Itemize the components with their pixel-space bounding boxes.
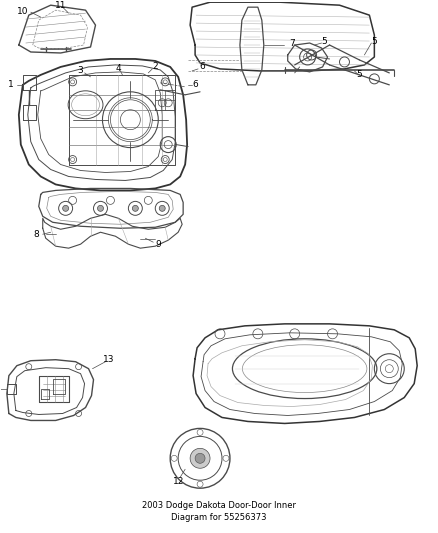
Text: Diagram for 55256373: Diagram for 55256373 (171, 513, 267, 522)
Circle shape (195, 454, 205, 463)
Text: 3: 3 (78, 67, 84, 75)
Text: 13: 13 (102, 355, 114, 364)
Circle shape (98, 205, 103, 211)
Text: 6: 6 (199, 62, 205, 71)
Circle shape (159, 205, 165, 211)
Circle shape (63, 205, 69, 211)
Text: 7: 7 (289, 38, 295, 47)
Circle shape (132, 205, 138, 211)
Text: 10: 10 (17, 6, 28, 15)
Text: 5: 5 (371, 37, 377, 45)
Text: 12: 12 (173, 477, 184, 486)
Text: 9: 9 (155, 240, 161, 249)
Text: 6: 6 (192, 80, 198, 90)
Text: 5: 5 (321, 37, 328, 45)
Text: 1: 1 (8, 80, 14, 90)
Text: 11: 11 (55, 1, 67, 10)
Text: 2: 2 (152, 62, 158, 71)
Text: 8: 8 (33, 230, 39, 239)
Text: 4: 4 (116, 64, 121, 74)
Text: 2003 Dodge Dakota Door-Door Inner: 2003 Dodge Dakota Door-Door Inner (142, 500, 296, 510)
Circle shape (190, 448, 210, 469)
Text: 5: 5 (357, 70, 362, 79)
